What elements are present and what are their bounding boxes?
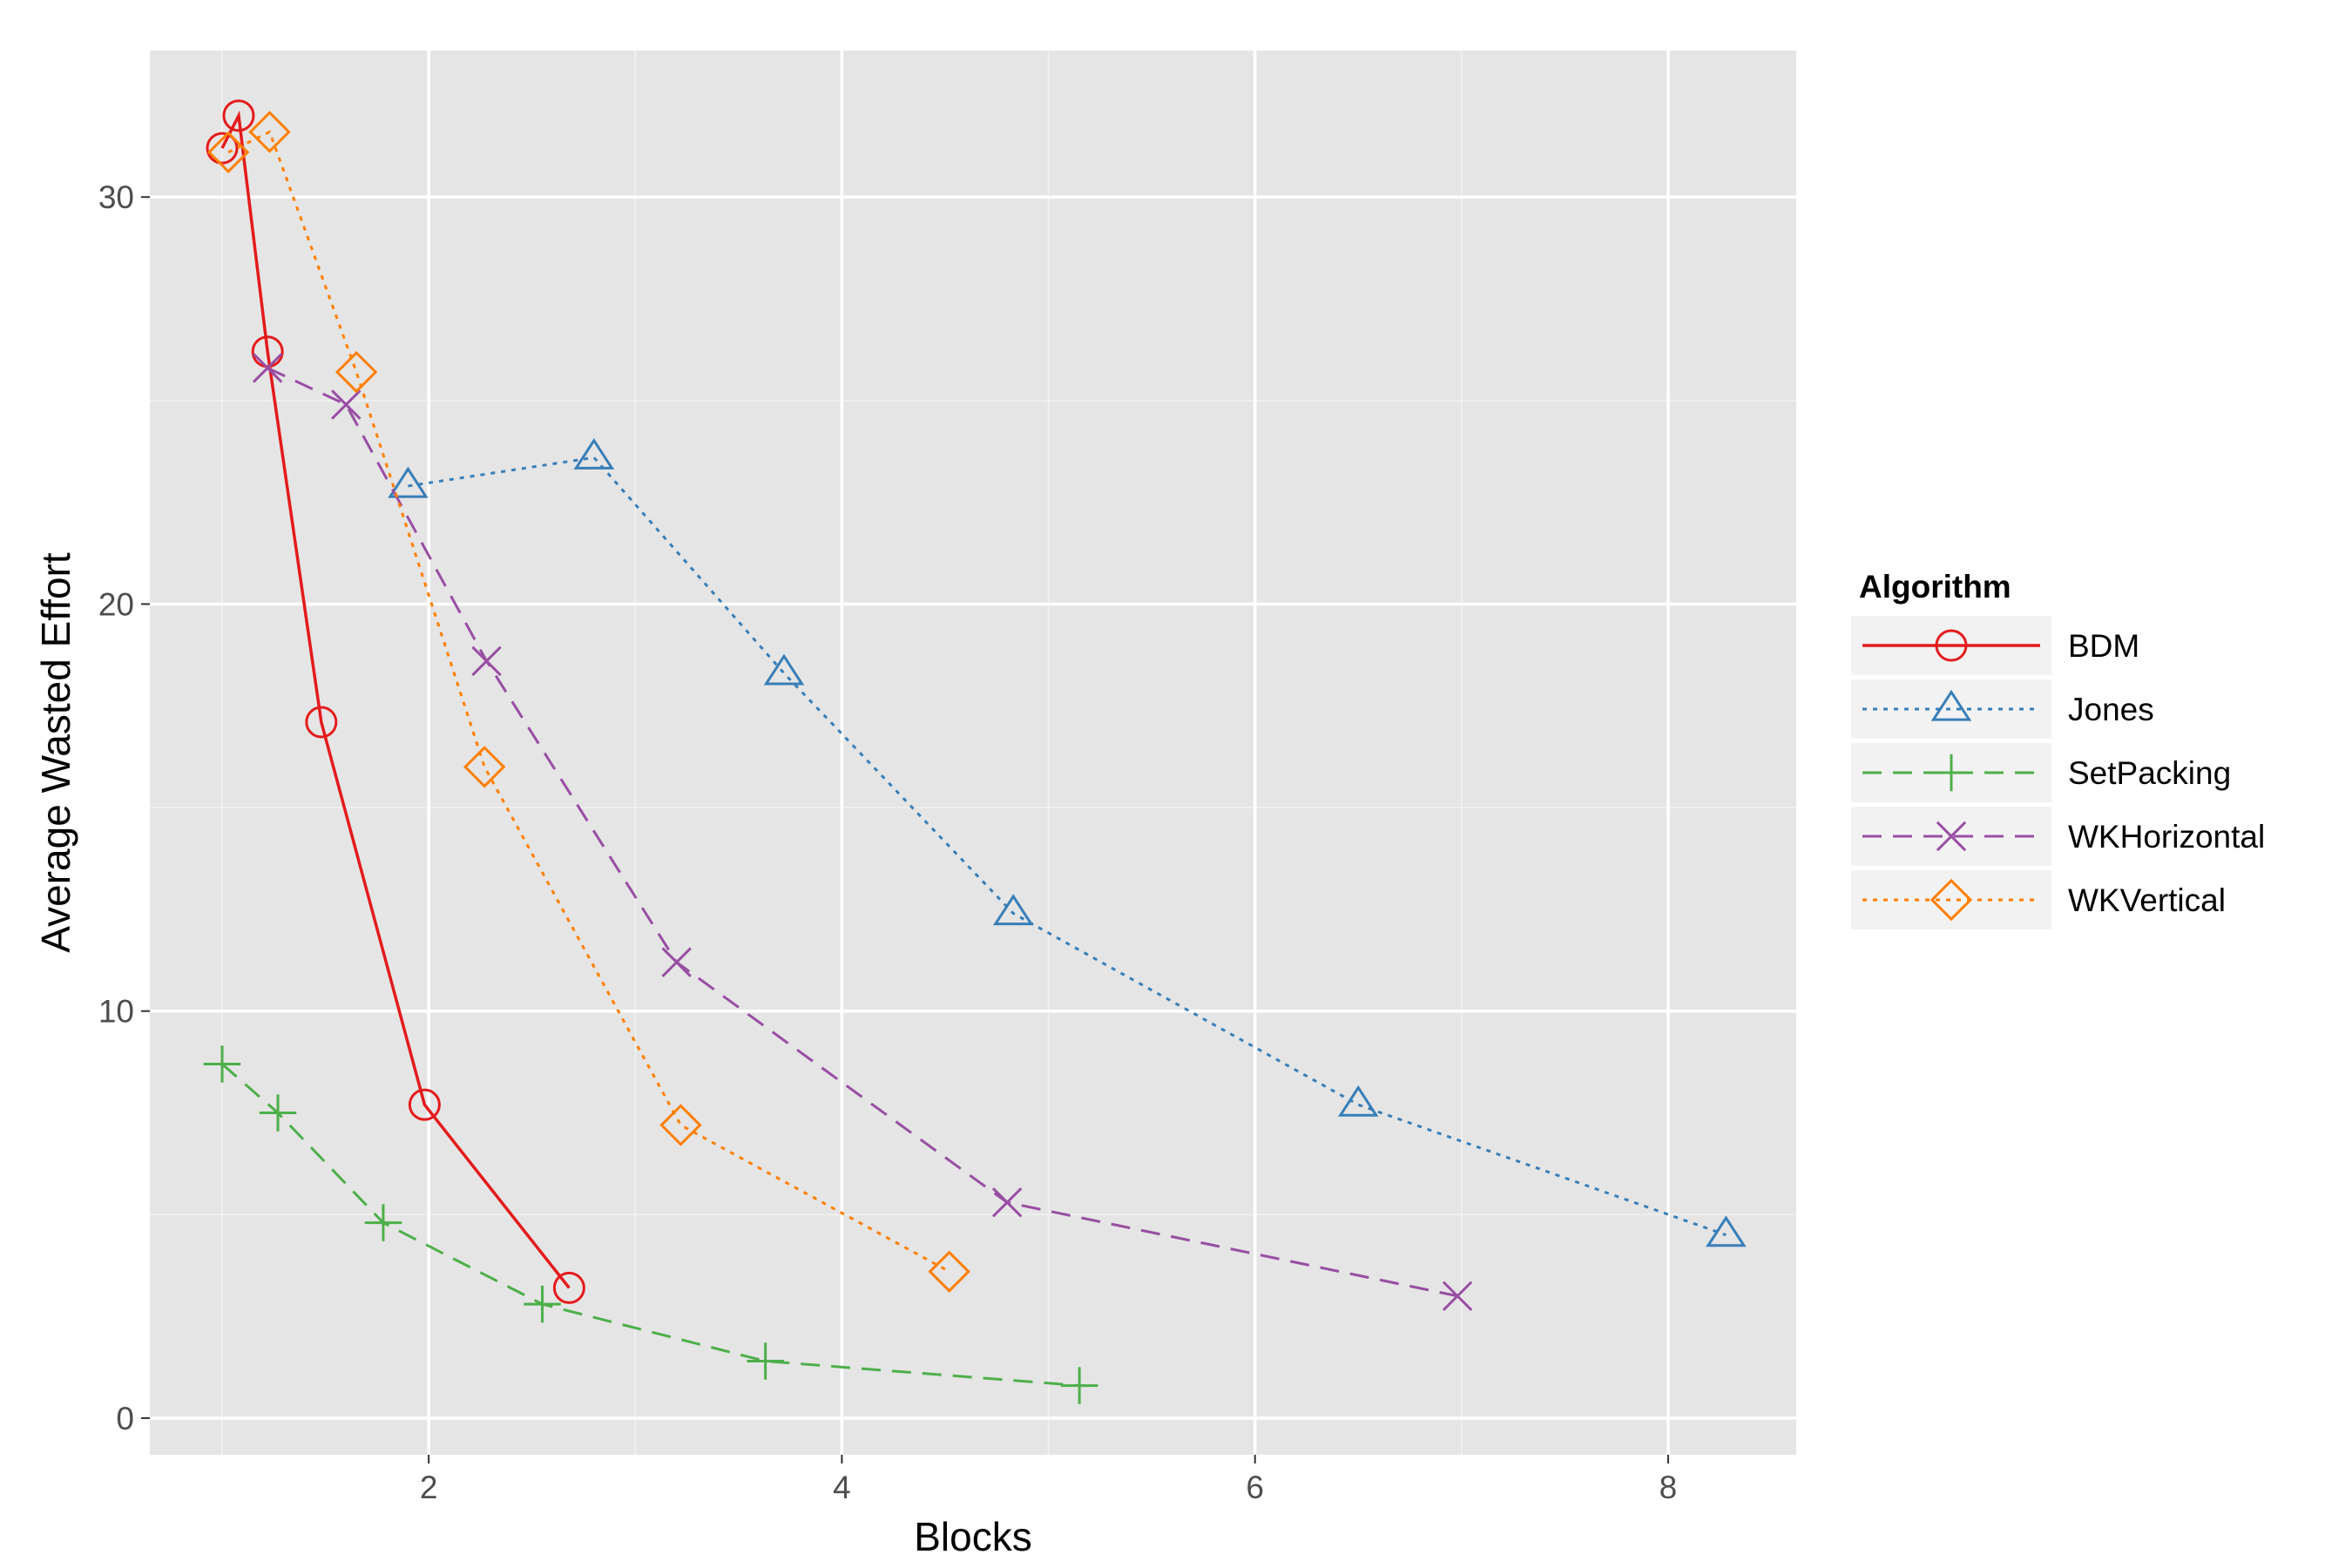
wkvertical-point	[928, 1250, 970, 1293]
legend-item-wkhorizontal: WKHorizontal	[1849, 805, 2265, 868]
legend-item-setpacking: SetPacking	[1849, 741, 2231, 804]
legend-key-marker	[1932, 754, 1970, 792]
x-tick-label: 6	[1246, 1470, 1264, 1505]
legend-key-marker	[1930, 689, 1972, 721]
jones-point	[763, 653, 805, 686]
series-wkvertical	[206, 111, 970, 1293]
bdm-point	[305, 706, 338, 739]
wkhorizontal-point	[331, 389, 362, 420]
x-axis-title: Blocks	[914, 1514, 1031, 1559]
legend-label: SetPacking	[2068, 755, 2231, 791]
setpacking-point	[524, 1285, 561, 1323]
series-bdm	[206, 99, 585, 1304]
legend: Algorithm BDM Jones SetPacking WKHorizontal W…	[1849, 569, 2265, 931]
wkvertical-point	[659, 1104, 702, 1146]
jones-line	[408, 456, 1727, 1237]
jones-point	[388, 466, 429, 498]
legend-key-marker	[1936, 821, 1967, 852]
wkvertical-point	[206, 131, 250, 174]
y-tick-label: 10	[98, 994, 134, 1030]
y-tick-label: 20	[98, 586, 134, 622]
bdm-line	[220, 110, 571, 1289]
y-axis-title: Average Wasted Effort	[33, 552, 78, 953]
legend-item-jones: Jones	[1849, 678, 2154, 740]
legend-title: Algorithm	[1859, 569, 2011, 605]
setpacking-line	[221, 1063, 1080, 1388]
jones-point	[1337, 1085, 1379, 1117]
jones-point	[992, 894, 1034, 926]
legend-label: WKHorizontal	[2068, 819, 2265, 855]
series-setpacking	[203, 1045, 1098, 1404]
jones-point	[573, 437, 615, 470]
y-tick-label: 30	[98, 179, 134, 215]
plot-panel	[150, 51, 1796, 1455]
jones-point	[1706, 1215, 1747, 1247]
legend-label: BDM	[2068, 628, 2139, 664]
setpacking-point	[1060, 1367, 1098, 1404]
legend-label: WKVertical	[2068, 882, 2226, 918]
setpacking-point	[747, 1342, 784, 1380]
wkhorizontal-point	[471, 645, 502, 677]
series-layer	[203, 99, 1747, 1404]
x-tick-label: 8	[1659, 1470, 1678, 1505]
legend-key-marker	[1930, 878, 1973, 922]
wkvertical-point	[335, 350, 378, 394]
wkhorizontal-point	[991, 1187, 1023, 1218]
series-wkhorizontal	[252, 353, 1473, 1311]
setpacking-point	[364, 1204, 402, 1241]
wkvertical-point	[463, 746, 506, 788]
y-tick-label: 0	[116, 1401, 134, 1436]
legend-item-wkvertical: WKVertical	[1849, 868, 2226, 931]
wkhorizontal-point	[252, 353, 283, 383]
x-tick-label: 2	[420, 1470, 438, 1505]
wkvertical-point	[248, 111, 291, 153]
bdm-point	[206, 132, 239, 165]
bdm-point	[408, 1088, 441, 1121]
wkhorizontal-point	[661, 947, 692, 977]
wkhorizontal-line	[267, 367, 1458, 1298]
setpacking-point	[203, 1045, 241, 1083]
wkhorizontal-point	[1442, 1281, 1473, 1311]
x-tick-label: 4	[833, 1470, 851, 1505]
setpacking-point	[259, 1094, 297, 1132]
legend-item-bdm: BDM	[1849, 614, 2139, 677]
legend-key-marker	[1935, 629, 1968, 662]
bdm-point	[552, 1271, 585, 1304]
legend-label: Jones	[2068, 692, 2154, 727]
axes-layer: 2 4 6 8 0 10 20 30	[98, 179, 1677, 1505]
grid	[150, 51, 1796, 1455]
bdm-point	[222, 99, 255, 132]
series-jones	[388, 437, 1747, 1247]
